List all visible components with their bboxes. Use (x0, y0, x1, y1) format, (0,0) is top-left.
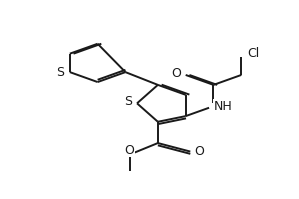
Text: NH: NH (213, 100, 232, 113)
Text: Cl: Cl (247, 47, 259, 60)
Text: O: O (124, 144, 134, 157)
Text: S: S (57, 66, 65, 79)
Text: O: O (171, 67, 181, 80)
Text: O: O (195, 145, 205, 158)
Text: S: S (124, 95, 132, 108)
